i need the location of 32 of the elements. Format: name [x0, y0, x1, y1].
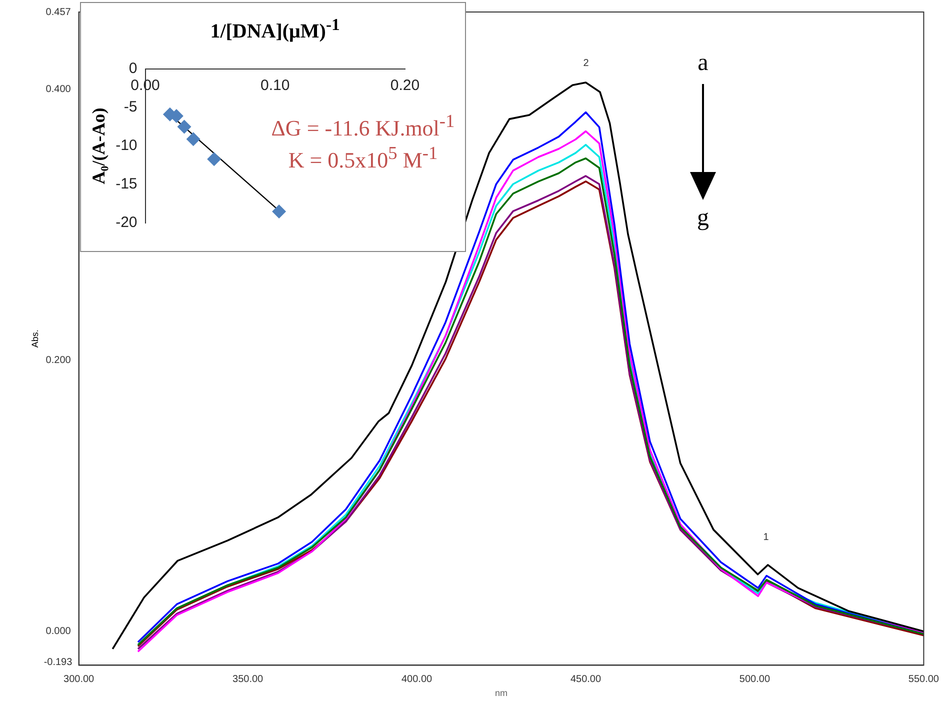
x-tick-label: 550.00: [908, 674, 940, 685]
text: -0.193: [44, 657, 72, 668]
y-tick-label: -20: [116, 214, 138, 232]
annotation: ΔG = -11.6 KJ.mol$^{-1}$: [271, 111, 455, 142]
x-tick-label: 0.10: [260, 77, 290, 94]
annotation: a: [698, 50, 708, 77]
x-axis-title: nm: [495, 688, 508, 698]
annotation: g: [697, 205, 709, 232]
annotation: K = 0.5x10$^{5}$ M$^{-1}$: [288, 143, 438, 174]
x-tick-label: 500.00: [739, 674, 770, 685]
annotation: 1: [763, 532, 769, 543]
y-tick-label: -15: [116, 176, 138, 193]
y-tick-label: -10: [116, 137, 138, 154]
point: [186, 132, 200, 146]
y-axis-title: Abs.: [30, 330, 40, 348]
point: [207, 152, 222, 166]
x-tick-label: 450.00: [570, 674, 602, 685]
x-tick-label: 0.20: [390, 77, 420, 94]
point: [177, 120, 192, 134]
point: [272, 204, 286, 218]
y-tick-label: 0.400: [46, 84, 72, 95]
y-tick-label: 0.200: [46, 355, 72, 366]
annotation: 2: [583, 58, 589, 69]
y-tick-label: 0.457: [46, 6, 72, 18]
y-tick-label: 0: [128, 60, 138, 78]
x-axis-title: 1/[DNA](μM)$^{-1}$: [209, 15, 341, 44]
y-axis-title: A₀/(A-Ao): [88, 108, 108, 184]
y-tick-label: 0.000: [46, 626, 72, 638]
y-tick-label: -5: [124, 98, 138, 116]
x-tick-label: 400.00: [401, 674, 433, 685]
x-tick-label: 350.00: [232, 674, 264, 685]
x-tick-label: 300.00: [64, 674, 95, 685]
